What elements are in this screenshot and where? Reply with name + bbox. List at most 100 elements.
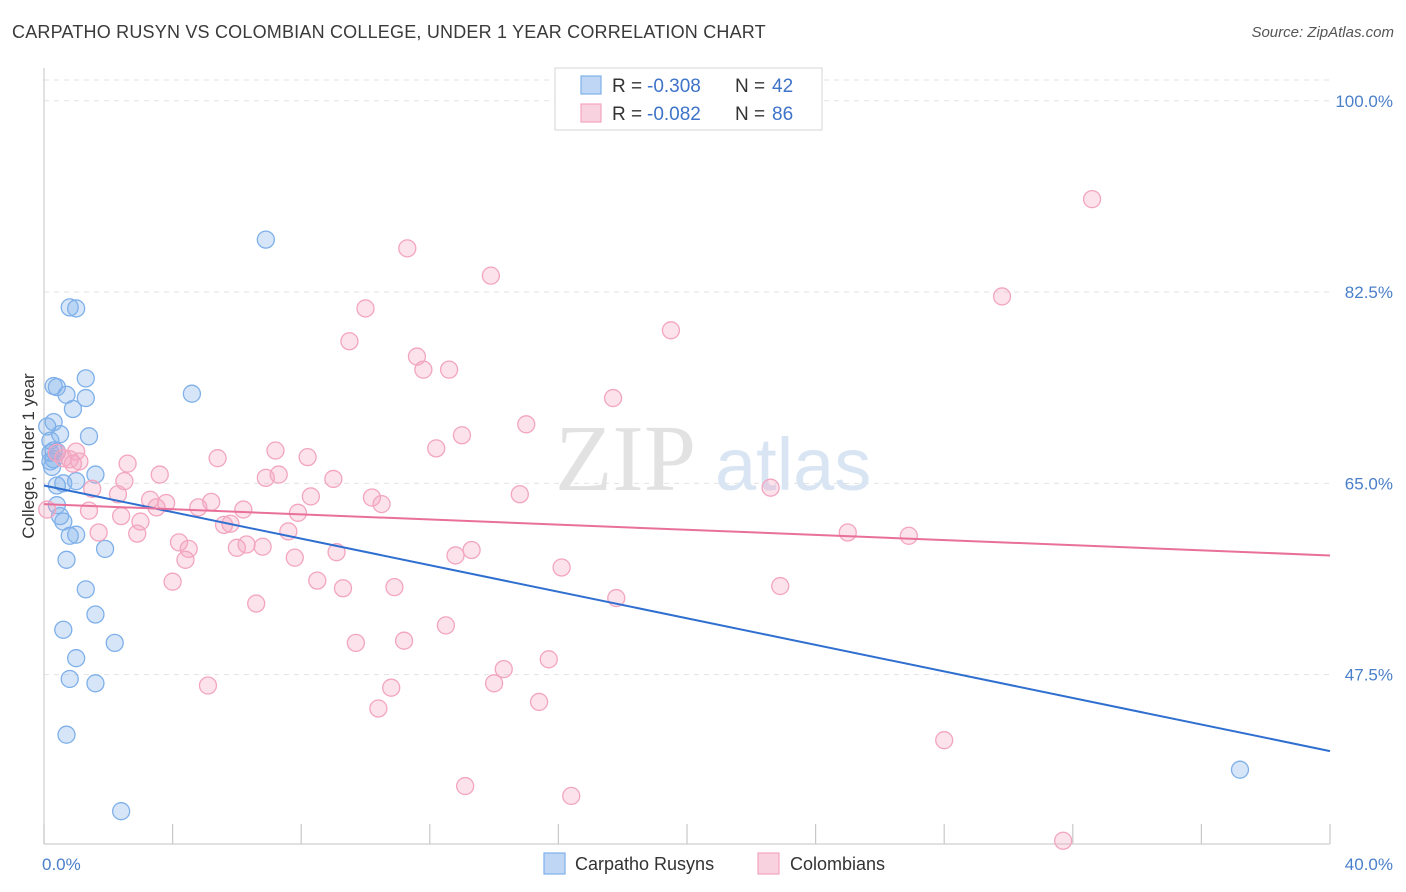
data-point [237,535,256,554]
data-point [484,674,504,693]
y-tick-label: 100.0% [1335,92,1393,111]
data-point [163,572,182,591]
legend-swatch-colombians [580,103,602,123]
y-tick-label: 65.0% [1345,474,1393,493]
data-point [992,287,1012,306]
data-point [202,492,221,512]
data-point [324,469,343,489]
data-point [44,441,63,460]
data-point [288,503,308,522]
data-point [176,550,195,569]
data-point [63,399,83,419]
data-point [60,526,79,545]
data-point [44,376,63,396]
data-point [1082,190,1102,209]
data-point [247,594,266,613]
legend-r-value: -0.082 [647,104,701,125]
data-point [285,548,304,567]
chart-title: CARPATHO RUSYN VS COLOMBIAN COLLEGE, UND… [12,22,766,42]
data-point [308,571,327,590]
data-point [481,266,501,285]
legend-n-label: N = [735,104,765,125]
data-point [372,494,391,514]
data-point [112,506,131,526]
series-colombians-points [38,190,1102,850]
stats-legend: R = -0.308 N = 42 R = -0.082 N = 86 [554,67,823,131]
data-point [761,478,780,497]
data-point [562,786,581,806]
bottom-legend-swatch-carpatho-rusyns [543,852,566,875]
data-point [494,659,513,679]
bottom-legend-label-carpatho-rusyns: Carpatho Rusyns [575,854,714,874]
data-point [603,388,623,408]
data-point [452,426,472,445]
y-tick-labels: 100.0% 82.5% 65.0% 47.5% [1335,92,1393,685]
y-axis-label: College, Under 1 year [19,373,38,539]
x-tick-label-min: 0.0% [42,855,81,874]
data-point [131,512,150,531]
data-point [899,526,918,545]
data-point [67,442,86,461]
data-point [529,692,549,712]
legend-n-value: 42 [772,76,793,97]
data-point [327,543,346,562]
data-point [89,523,108,542]
legend-r-value: -0.308 [647,76,701,97]
data-point [86,605,105,624]
data-point [382,678,401,697]
data-point [128,524,147,543]
data-point [253,537,272,556]
data-point [771,576,790,596]
data-point [266,441,285,460]
data-point [446,546,465,565]
data-point [1230,760,1250,779]
data-point [169,533,189,552]
data-point [57,725,76,744]
data-point [105,633,124,653]
trend-line-carpatho-rusyns [43,484,1331,753]
data-point [57,550,76,569]
x-tick-marks [43,824,1331,844]
data-point [115,471,134,491]
data-point [76,388,95,408]
watermark-atlas: atlas [715,423,871,506]
x-tick-label-max: 40.0% [1345,855,1393,874]
data-point [510,485,529,504]
watermark-zip: ZIP [555,407,696,511]
data-point [385,578,404,597]
data-point [369,699,388,718]
data-point [539,650,558,669]
data-point [935,731,954,750]
data-point [67,471,86,491]
data-point [394,631,414,650]
legend-n-value: 86 [772,104,793,125]
legend-swatch-carpatho-rusyns [580,75,602,95]
data-point [838,523,857,542]
data-point [301,487,320,506]
data-point [63,454,83,473]
data-point [54,620,73,639]
trend-line-colombians [43,503,1331,557]
data-point [38,417,57,436]
data-point [150,465,169,484]
data-point [76,369,95,388]
data-point [86,465,105,484]
data-point [346,633,366,653]
data-point [414,360,433,379]
data-point [179,539,198,559]
y-tick-label: 82.5% [1345,283,1393,302]
data-point [198,676,218,695]
source-label: Source: ZipAtlas.com [1251,24,1394,41]
data-point [67,525,86,544]
data-point [67,649,86,668]
data-point [462,540,481,560]
data-point [256,230,275,249]
data-point [362,488,382,507]
data-point [356,299,375,318]
data-point [333,579,353,598]
legend-r-label: R = [612,104,642,125]
series-legend: Carpatho Rusyns Colombians [543,852,885,875]
data-point [67,299,86,318]
bottom-legend-swatch-colombians [757,852,780,875]
